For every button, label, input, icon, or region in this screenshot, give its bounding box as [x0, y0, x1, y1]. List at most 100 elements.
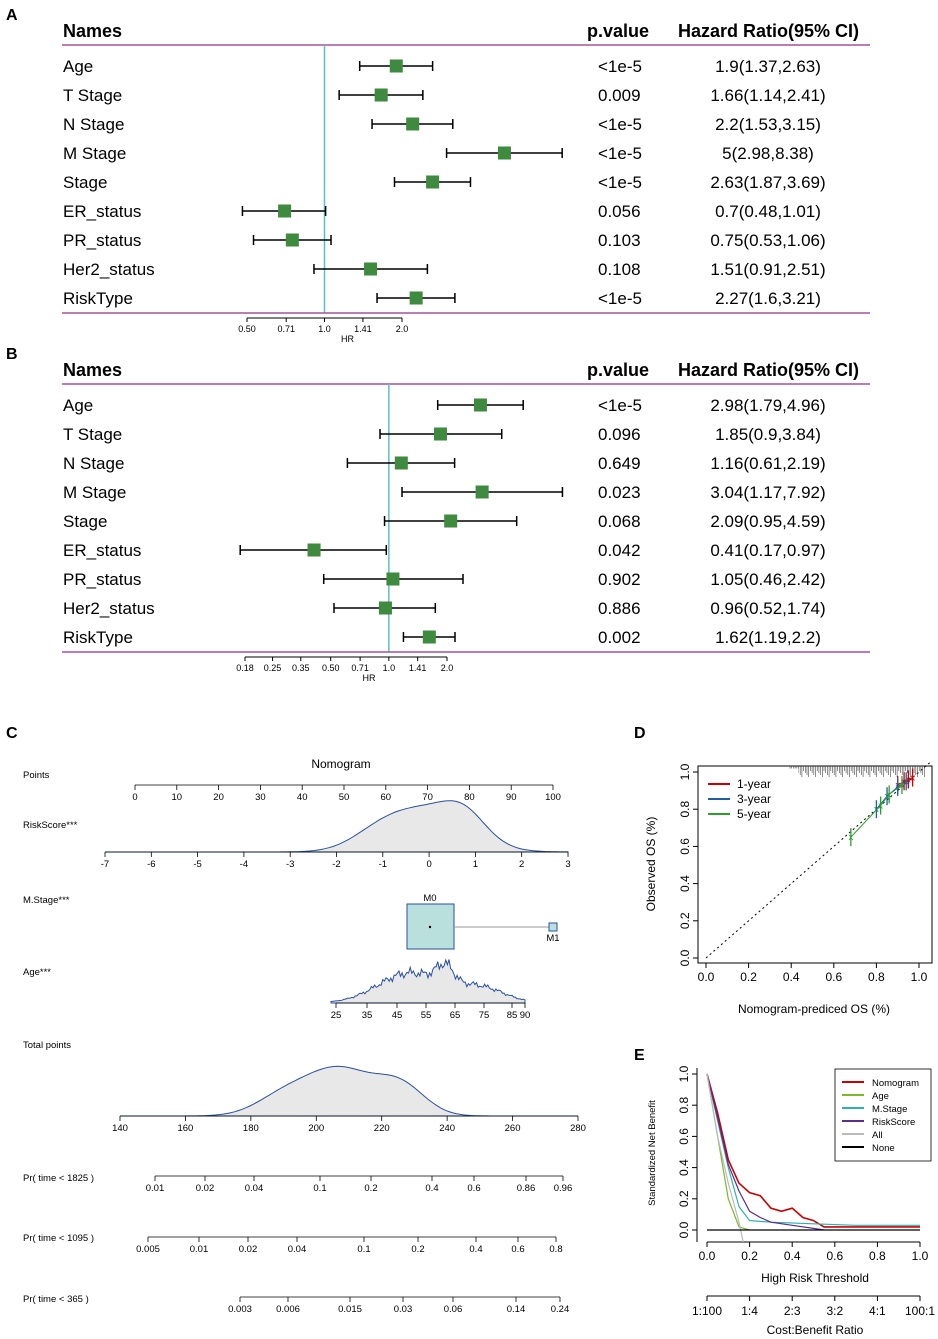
- row-pvalue: 0.068: [598, 512, 641, 531]
- pr1825-tick-label: 0.2: [364, 1183, 377, 1194]
- hr-axis-tick-label: 0.25: [264, 663, 282, 673]
- pr365-tick-label: 0.003: [228, 1304, 252, 1315]
- header-hazard-ratio: Hazard Ratio(95% CI): [678, 21, 859, 41]
- row-pvalue: <1e-5: [598, 396, 642, 415]
- riskscore-tick-label: 3: [565, 859, 570, 870]
- hr-axis-tick-label: 2.0: [396, 324, 409, 334]
- x-axis-label: High Risk Threshold: [761, 1271, 869, 1285]
- row-name: Her2_status: [63, 260, 155, 279]
- hr-axis-tick-label: 0.18: [236, 663, 254, 673]
- hr-axis-tick-label: 0.71: [277, 324, 295, 334]
- riskscore-tick-label: -1: [379, 859, 387, 870]
- hr-axis-tick-label: 2.0: [441, 663, 454, 673]
- series-line-M.Stage: [706, 1073, 920, 1226]
- y-axis-label: Standardized Net Benefit: [647, 1100, 658, 1206]
- legend-label: 5-year: [737, 807, 771, 821]
- pr365-tick-label: 0.06: [444, 1304, 463, 1315]
- points-tick-label: 30: [255, 792, 266, 803]
- x2-axis-label: Cost:Benefit Ratio: [767, 1323, 864, 1337]
- riskscore-tick-label: -6: [147, 859, 155, 870]
- totalpoints-tick-label: 200: [308, 1123, 324, 1134]
- legend-label: RiskScore: [872, 1117, 915, 1128]
- row-name: M Stage: [63, 144, 126, 163]
- totalpoints-tick-label: 160: [177, 1123, 193, 1134]
- row-hr-text: 0.75(0.53,1.06): [710, 231, 825, 250]
- row-name: Stage: [63, 173, 107, 192]
- x-tick-label: 1.0: [911, 970, 928, 984]
- x2-tick-label: 3:2: [826, 1304, 843, 1318]
- legend-label: None: [872, 1143, 895, 1154]
- hr-axis-tick-label: 1.0: [318, 324, 331, 334]
- y-axis-label: Observed OS (%): [644, 817, 658, 912]
- row-hr-text: 3.04(1.17,7.92): [710, 483, 825, 502]
- row-hr-text: 1.9(1.37,2.63): [715, 57, 821, 76]
- riskscore-tick-label: -2: [332, 859, 340, 870]
- hr-axis-tick-label: 0.50: [322, 663, 340, 673]
- age-tick-label: 45: [392, 1010, 403, 1021]
- hr-point: [497, 146, 511, 160]
- points-tick-label: 10: [172, 792, 183, 803]
- riskscore-density: [105, 800, 569, 853]
- row-pvalue: <1e-5: [598, 144, 642, 163]
- row-hr-text: 0.7(0.48,1.01): [715, 202, 821, 221]
- y-tick-label: 1.0: [677, 1065, 691, 1082]
- row-pvalue: 0.002: [598, 628, 641, 647]
- hr-point: [475, 485, 489, 499]
- header-pvalue: p.value: [587, 21, 649, 41]
- panel-label: A: [6, 7, 18, 24]
- row-pvalue: 0.042: [598, 541, 641, 560]
- row-label: Total points: [23, 1040, 71, 1051]
- age-tick-label: 85: [507, 1010, 518, 1021]
- row-hr-text: 1.62(1.19,2.2): [715, 628, 821, 647]
- pr1825-tick-label: 0.6: [467, 1183, 480, 1194]
- hr-axis-label: HR: [341, 334, 354, 344]
- row-pvalue: 0.108: [598, 260, 641, 279]
- totalpoints-tick-label: 140: [112, 1123, 128, 1134]
- row-name: N Stage: [63, 454, 124, 473]
- x-tick-label: 0.6: [826, 1249, 843, 1263]
- legend-label: 1-year: [737, 777, 771, 791]
- series-line-Nomogram: [706, 1073, 920, 1228]
- row-pvalue: 0.902: [598, 570, 641, 589]
- hr-point: [374, 88, 388, 102]
- points-tick-label: 50: [339, 792, 350, 803]
- point-mark: x: [848, 832, 853, 843]
- hr-point: [389, 59, 403, 73]
- age-density: [330, 958, 526, 1004]
- plot-frame: [697, 765, 933, 964]
- forest-plot-a: A Names p.value Hazard Ratio(95% CI) Age <1e-…: [6, 7, 870, 344]
- row-name: ER_status: [63, 541, 141, 560]
- y-tick-label: 0.8: [677, 1097, 691, 1114]
- hr-point: [444, 514, 458, 528]
- row-hr-text: 1.16(0.61,2.19): [710, 454, 825, 473]
- age-tick-label: 75: [479, 1010, 490, 1021]
- hr-axis-tick-label: 1.41: [409, 663, 427, 673]
- row-hr-text: 1.66(1.14,2.41): [710, 86, 825, 105]
- row-pvalue: <1e-5: [598, 57, 642, 76]
- header-names: Names: [63, 21, 122, 41]
- row-hr-text: 2.63(1.87,3.69): [710, 173, 825, 192]
- legend-label: Age: [872, 1091, 889, 1102]
- decision-curve-e: E 0.0 0.2 0.4 0.6 0.8 1.0 0.0 0.2 0.4 0.6 0.8 1.0 Sta…: [634, 1047, 935, 1337]
- row-hr-text: 0.96(0.52,1.74): [710, 599, 825, 618]
- row-hr-text: 5(2.98,8.38): [722, 144, 814, 163]
- y-tick-label: 0.4: [678, 875, 692, 892]
- pr365-tick-label: 0.24: [551, 1304, 570, 1315]
- m0-point: [428, 925, 432, 929]
- row-label: M.Stage***: [23, 895, 70, 906]
- panel-label: E: [634, 1047, 645, 1064]
- point-mark: x: [910, 773, 915, 784]
- row-hr-text: 1.51(0.91,2.51): [710, 260, 825, 279]
- m0-label: M0: [423, 893, 436, 904]
- legend-label: 3-year: [737, 792, 771, 806]
- row-name: Her2_status: [63, 599, 155, 618]
- pr365-tick-label: 0.006: [276, 1304, 300, 1315]
- age-tick-label: 90: [520, 1010, 531, 1021]
- forest-plot-b: B Names p.value Hazard Ratio(95% CI) Age <1e-…: [6, 346, 870, 683]
- point-mark: x: [906, 774, 911, 785]
- row-hr-text: 1.05(0.46,2.42): [710, 570, 825, 589]
- x2-tick-label: 4:1: [869, 1304, 886, 1318]
- totalpoints-tick-label: 220: [374, 1123, 390, 1134]
- row-name: RiskType: [63, 289, 133, 308]
- x2-tick-label: 1:100: [692, 1304, 722, 1318]
